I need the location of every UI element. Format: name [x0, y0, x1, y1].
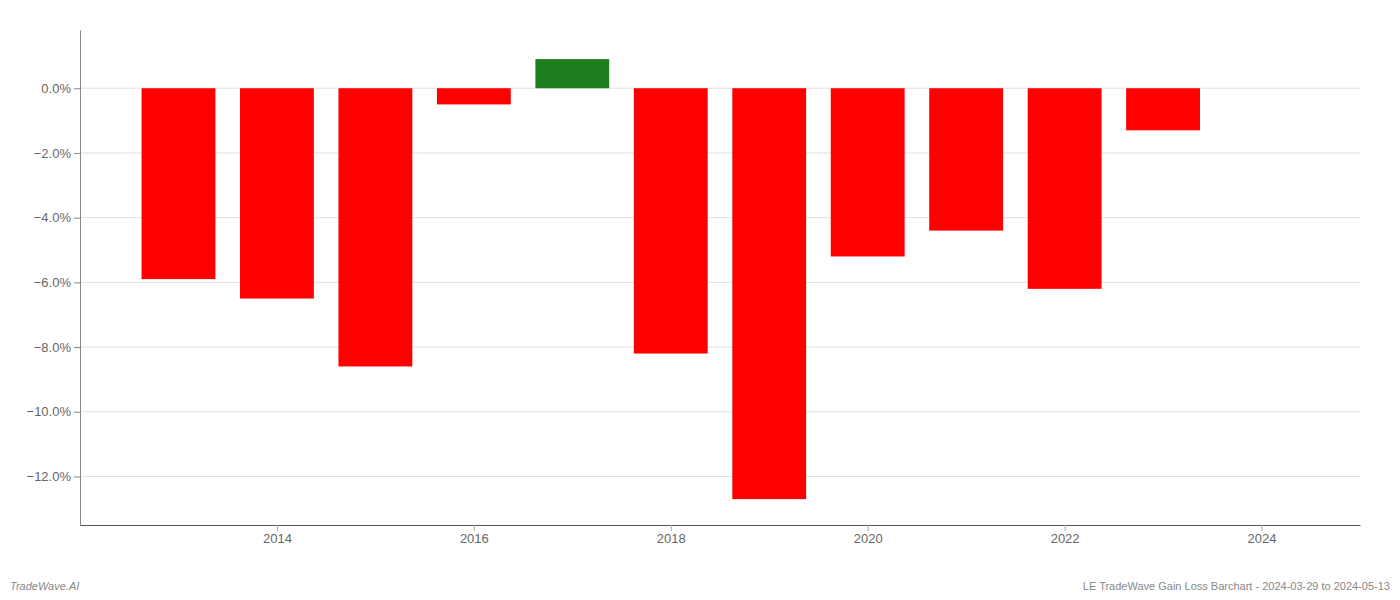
y-tick-mark — [74, 153, 80, 154]
y-tick: −12.0% — [27, 469, 80, 484]
x-tick-mark — [1262, 525, 1263, 531]
x-tick-label: 2014 — [263, 531, 292, 546]
x-axis-line — [81, 525, 1361, 526]
grid-line — [80, 476, 1360, 477]
y-tick-mark — [74, 282, 80, 283]
bar — [1126, 88, 1200, 130]
y-tick: −2.0% — [34, 146, 80, 161]
x-tick: 2022 — [1051, 525, 1080, 546]
x-tick-mark — [671, 525, 672, 531]
bar — [338, 88, 412, 366]
x-tick-label: 2024 — [1248, 531, 1277, 546]
y-tick-label: −12.0% — [27, 469, 72, 484]
annotations: TradeWave.AI LE TradeWave Gain Loss Barch… — [10, 580, 1390, 592]
bars — [142, 59, 1200, 499]
y-tick-mark — [74, 218, 80, 219]
x-tick-mark — [277, 525, 278, 531]
chart: 0.0% −2.0% −4.0% −6.0% −8.0% −10.0% −12.0% 2014… — [0, 0, 1400, 600]
y-tick-mark — [74, 476, 80, 477]
y-tick-mark — [74, 412, 80, 413]
y-tick: −10.0% — [27, 404, 80, 419]
bar — [142, 88, 216, 279]
y-tick-label: −8.0% — [34, 340, 72, 355]
bar — [831, 88, 905, 256]
x-tick: 2014 — [263, 525, 292, 546]
y-tick-label: −2.0% — [34, 146, 72, 161]
grid-line — [80, 411, 1360, 412]
x-tick: 2024 — [1248, 525, 1277, 546]
y-tick-label: −6.0% — [34, 275, 72, 290]
x-tick-label: 2018 — [657, 531, 686, 546]
grid-line — [80, 347, 1360, 348]
y-axis: 0.0% −2.0% −4.0% −6.0% −8.0% −10.0% −12.0% — [27, 31, 81, 526]
y-tick: −6.0% — [34, 275, 80, 290]
x-tick: 2018 — [657, 525, 686, 546]
watermark-right: LE TradeWave Gain Loss Barchart - 2024-0… — [1083, 580, 1390, 592]
x-tick-mark — [868, 525, 869, 531]
y-tick-label: −4.0% — [34, 210, 72, 225]
y-tick-label: 0.0% — [41, 81, 71, 96]
x-tick-label: 2016 — [460, 531, 489, 546]
x-tick: 2016 — [460, 525, 489, 546]
x-tick-mark — [474, 525, 475, 531]
x-tick-mark — [1065, 525, 1066, 531]
grid — [80, 88, 1360, 476]
bar — [240, 88, 314, 298]
bar — [732, 88, 806, 499]
bar — [634, 88, 708, 353]
y-tick-mark — [74, 88, 80, 89]
y-tick-mark — [74, 347, 80, 348]
x-axis: 2014 2016 2018 2020 2022 2024 — [81, 525, 1361, 546]
x-tick-label: 2020 — [854, 531, 883, 546]
watermark-left: TradeWave.AI — [10, 580, 79, 592]
y-tick: 0.0% — [41, 81, 80, 96]
y-axis-line — [80, 31, 81, 526]
bar — [1028, 88, 1102, 289]
y-tick: −4.0% — [34, 210, 80, 225]
bar — [437, 88, 511, 104]
bar — [535, 59, 609, 88]
bar — [929, 88, 1003, 230]
x-tick-label: 2022 — [1051, 531, 1080, 546]
y-tick: −8.0% — [34, 340, 80, 355]
y-tick-label: −10.0% — [27, 404, 72, 419]
x-tick: 2020 — [854, 525, 883, 546]
